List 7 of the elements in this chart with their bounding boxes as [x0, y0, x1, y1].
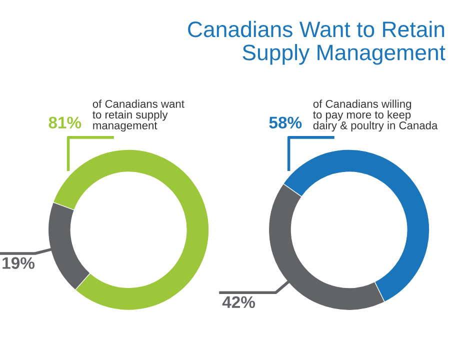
- data-label: 58%: [269, 116, 302, 129]
- chart-title: Canadians Want to Retain Supply Management: [188, 20, 446, 65]
- text: of Canadians willing to pay more to keep dairy & poultry in Canada: [313, 100, 438, 132]
- data-label: 19%: [2, 257, 35, 269]
- data-label: 42%: [222, 296, 256, 308]
- data-label: 81%: [48, 116, 82, 129]
- text: of Canadians want to retain supply management: [92, 100, 184, 132]
